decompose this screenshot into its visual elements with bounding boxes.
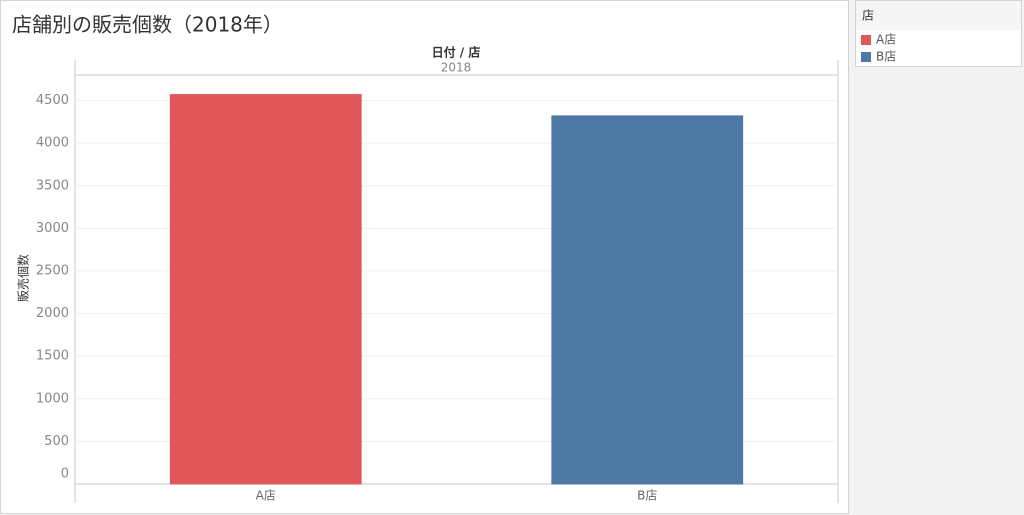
y-tick-label: 2000 — [36, 306, 69, 321]
y-tick-label: 3500 — [36, 178, 69, 193]
bar — [551, 115, 744, 485]
column-header: 日付 / 店 — [432, 45, 481, 60]
legend-header — [856, 1, 1021, 30]
y-tick-label: 0 — [61, 467, 69, 482]
y-axis-label: 販売個数 — [16, 254, 31, 302]
legend-title: 店 — [862, 9, 874, 23]
legend-swatch — [861, 35, 871, 45]
y-tick-label: 500 — [44, 434, 69, 449]
y-tick-label: 4000 — [36, 136, 69, 151]
legend-entry: A店 — [876, 33, 896, 47]
legend-swatch — [861, 52, 871, 62]
x-tick-label: A店 — [256, 489, 276, 503]
bar — [169, 94, 362, 485]
y-tick-label: 2500 — [36, 263, 69, 278]
y-tick-label: 4500 — [36, 93, 69, 108]
x-tick-label: B店 — [637, 489, 657, 503]
column-label: 2018 — [441, 61, 472, 75]
y-tick-label: 1500 — [36, 349, 69, 364]
y-tick-label: 3000 — [36, 221, 69, 236]
y-tick-label: 1000 — [36, 391, 69, 406]
chart-title: 店舗別の販売個数（2018年） — [12, 13, 283, 37]
legend-entry: B店 — [876, 50, 896, 64]
